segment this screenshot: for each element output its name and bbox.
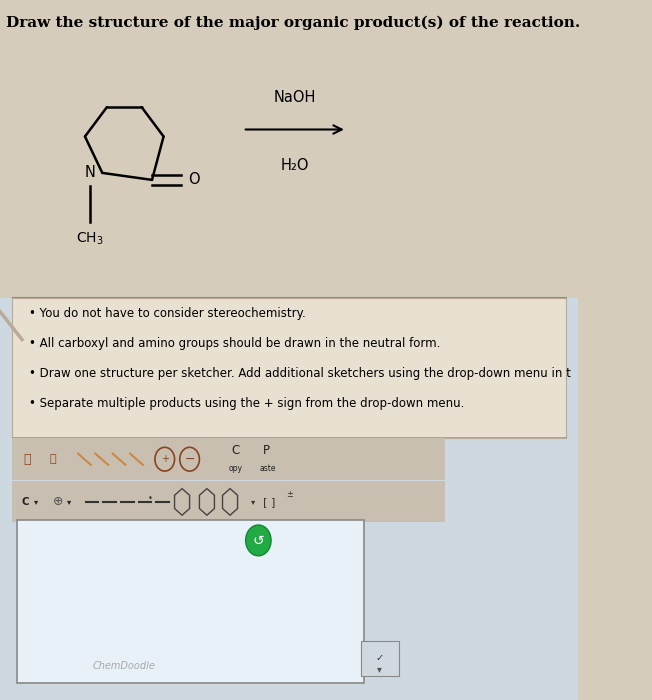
Text: ▾: ▾: [252, 498, 256, 506]
Text: ✓: ✓: [376, 653, 384, 663]
Bar: [0, 0, 578, 298]
Bar: [18, 520, 364, 682]
Text: C: C: [231, 444, 239, 457]
Text: • All carboxyl and amino groups should be drawn in the neutral form.: • All carboxyl and amino groups should b…: [29, 337, 440, 350]
Text: Draw the structure of the major organic product(s) of the reaction.: Draw the structure of the major organic …: [6, 15, 580, 30]
Text: O: O: [188, 172, 200, 188]
Text: H₂O: H₂O: [280, 158, 309, 172]
Bar: [361, 640, 399, 676]
Bar: [12, 438, 445, 480]
Circle shape: [246, 525, 271, 556]
Text: ⊕: ⊕: [53, 496, 64, 508]
Text: P: P: [263, 444, 270, 457]
Bar: [12, 481, 445, 522]
Text: NaOH: NaOH: [274, 90, 316, 105]
Text: • Draw one structure per sketcher. Add additional sketchers using the drop-down : • Draw one structure per sketcher. Add a…: [29, 367, 570, 380]
Text: ↺: ↺: [252, 533, 264, 547]
Text: ▾: ▾: [67, 498, 70, 506]
Text: [ ]: [ ]: [263, 497, 275, 507]
Text: C: C: [22, 497, 29, 507]
Text: • Separate multiple products using the + sign from the drop-down menu.: • Separate multiple products using the +…: [29, 397, 464, 410]
Text: ▾: ▾: [378, 664, 382, 674]
Text: aste: aste: [259, 464, 276, 473]
Bar: [0, 298, 578, 700]
Text: ▾: ▾: [33, 498, 38, 506]
Bar: [12, 298, 567, 438]
Text: +: +: [161, 454, 169, 464]
Text: opy: opy: [229, 464, 243, 473]
Text: • You do not have to consider stereochemistry.: • You do not have to consider stereochem…: [29, 307, 306, 320]
Text: •: •: [147, 494, 153, 503]
Text: 🖐: 🖐: [23, 453, 31, 466]
Text: ChemDoodle: ChemDoodle: [93, 661, 156, 671]
Text: N: N: [84, 165, 95, 181]
Text: −: −: [185, 453, 195, 466]
Text: CH$_3$: CH$_3$: [76, 231, 104, 247]
Text: ±: ±: [286, 491, 293, 499]
Text: 🧪: 🧪: [49, 454, 56, 464]
